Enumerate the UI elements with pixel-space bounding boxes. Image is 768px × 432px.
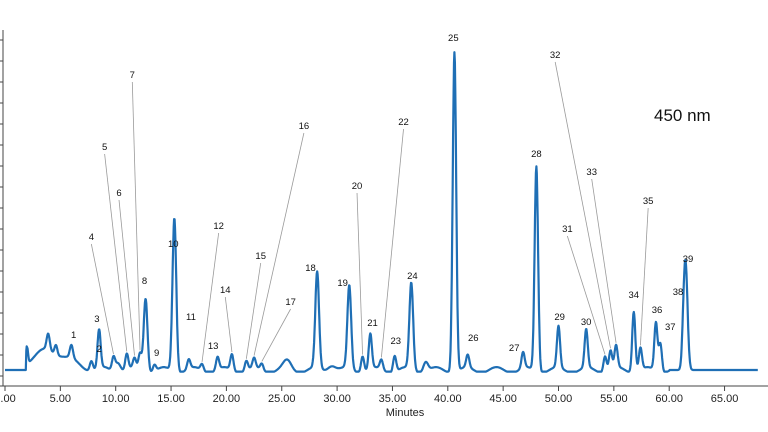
- peak-label-29: 29: [554, 312, 565, 323]
- callout-line-31: [566, 235, 606, 355]
- peak-label-15: 15: [255, 251, 266, 262]
- peak-label-39: 39: [683, 254, 694, 265]
- x-tick-label: 15.00: [157, 393, 185, 405]
- callout-line-15: [245, 262, 262, 359]
- peak-label-32: 32: [550, 50, 561, 61]
- peak-label-27: 27: [509, 343, 520, 354]
- peak-label-38: 38: [673, 287, 684, 298]
- peak-label-28: 28: [531, 149, 542, 160]
- peak-label-33: 33: [586, 167, 597, 178]
- peak-label-18: 18: [305, 263, 316, 274]
- peak-label-7: 7: [130, 70, 135, 81]
- peak-label-34: 34: [628, 290, 639, 301]
- callout-line-35: [640, 207, 649, 346]
- x-tick-label: 0.00: [0, 393, 16, 405]
- callout-line-20: [356, 192, 363, 355]
- callout-line-12: [201, 232, 220, 362]
- peak-label-2: 2: [96, 344, 101, 355]
- peak-label-14: 14: [220, 285, 231, 296]
- peak-label-30: 30: [581, 317, 592, 328]
- y-axis: [0, 30, 4, 386]
- x-axis: 0.00 5.00 10.00 15.00 20.00 25.00 30.00 35.00 40…: [0, 385, 768, 405]
- peak-label-13: 13: [208, 341, 219, 352]
- peak-label-1: 1: [71, 330, 76, 341]
- x-axis-label: Minutes: [386, 407, 425, 419]
- peak-label-10: 10: [168, 239, 179, 250]
- callout-line-6: [118, 199, 135, 356]
- peak-labels: 1234567891011121314151617181920212223242…: [71, 33, 693, 359]
- peak-label-22: 22: [398, 117, 409, 128]
- wavelength-annotation: 450 nm: [654, 106, 711, 125]
- callout-line-17: [261, 308, 291, 362]
- x-tick-label: 50.00: [545, 393, 573, 405]
- peak-label-12: 12: [213, 221, 224, 232]
- peak-label-3: 3: [94, 314, 99, 325]
- x-tick-label: 40.00: [434, 393, 462, 405]
- peak-label-11: 11: [186, 312, 196, 323]
- peak-label-8: 8: [142, 276, 147, 287]
- x-tick-label: 55.00: [600, 393, 628, 405]
- x-tick-label: 65.00: [711, 393, 739, 405]
- callout-line-22: [380, 128, 404, 358]
- peak-label-6: 6: [116, 188, 121, 199]
- x-tick-label: 30.00: [323, 393, 351, 405]
- peak-label-37: 37: [665, 322, 676, 333]
- peak-label-5: 5: [102, 142, 107, 153]
- peak-label-26: 26: [468, 333, 479, 344]
- x-tick-label: 20.00: [213, 393, 241, 405]
- peak-label-20: 20: [352, 181, 363, 192]
- peak-label-9: 9: [154, 348, 159, 359]
- x-tick-label: 5.00: [50, 393, 71, 405]
- callout-line-14: [224, 296, 233, 353]
- peak-label-4: 4: [89, 232, 94, 243]
- peak-label-31: 31: [562, 224, 573, 235]
- peak-label-19: 19: [337, 278, 348, 289]
- peak-label-36: 36: [652, 305, 663, 316]
- peak-label-23: 23: [390, 336, 401, 347]
- peak-label-35: 35: [643, 196, 654, 207]
- peak-label-25: 25: [448, 33, 459, 44]
- callout-line-5: [104, 153, 128, 352]
- callout-line-32: [554, 61, 611, 349]
- x-tick-label: 10.00: [102, 393, 130, 405]
- chromatogram-trace: [4, 51, 759, 373]
- x-tick-label: 45.00: [489, 393, 517, 405]
- x-tick-label: 25.00: [268, 393, 296, 405]
- x-tick-label: 60.00: [655, 393, 683, 405]
- peak-label-16: 16: [299, 121, 310, 132]
- callout-line-7: [131, 81, 141, 351]
- peak-label-21: 21: [367, 318, 378, 329]
- callout-line-33: [591, 178, 617, 343]
- callout-line-4: [90, 243, 114, 355]
- peak-label-17: 17: [285, 297, 296, 308]
- x-tick-label: 35.00: [379, 393, 407, 405]
- peak-label-24: 24: [407, 271, 418, 282]
- callout-line-16: [253, 132, 305, 356]
- callout-lines: [90, 61, 649, 362]
